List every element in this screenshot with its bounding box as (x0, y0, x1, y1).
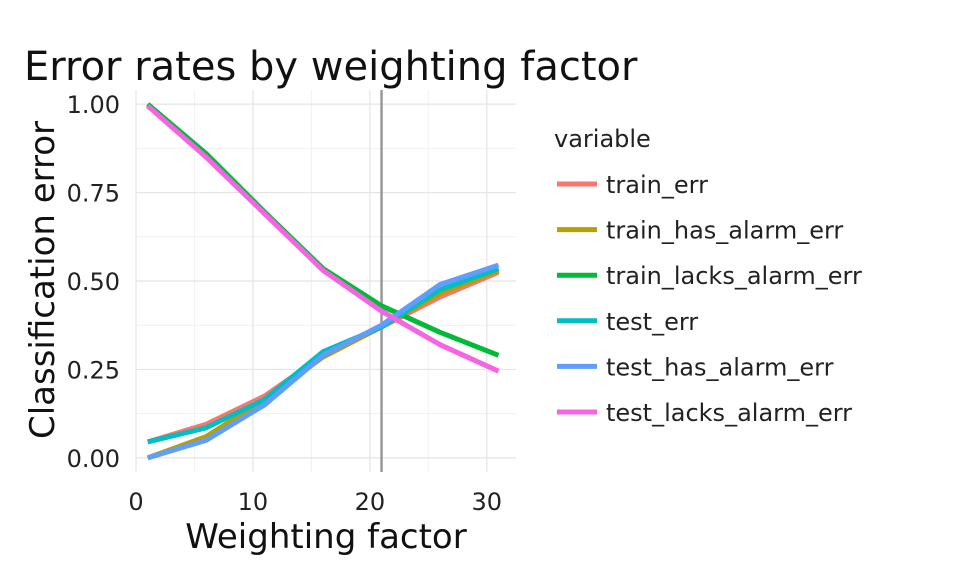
x-axis-ticks: 0 10 20 30 (128, 488, 502, 516)
x-tick-label: 0 (128, 488, 143, 516)
y-tick-label: 0.50 (67, 268, 120, 296)
chart-title: Error rates by weighting factor (24, 44, 638, 90)
series-line-test-lacks-alarm-err (146, 104, 500, 374)
legend-title: variable (554, 125, 651, 153)
legend-label-test-lacks-alarm-err: test_lacks_alarm_err (606, 399, 852, 427)
legend-items: train_err train_has_alarm_err train_lacks_… (557, 171, 862, 427)
x-tick-label: 20 (355, 488, 386, 516)
x-tick-label: 10 (238, 488, 269, 516)
legend-label-train-has-alarm-err: train_has_alarm_err (606, 217, 843, 245)
y-tick-label: 0.25 (67, 356, 120, 384)
series-line-test-err (147, 266, 500, 445)
y-tick-label: 0.75 (67, 180, 120, 208)
legend-label-train-lacks-alarm-err: train_lacks_alarm_err (606, 262, 862, 290)
y-axis-ticks: 0.00 0.25 0.50 0.75 1.00 (67, 91, 120, 473)
x-axis-label: Weighting factor (185, 517, 466, 557)
y-axis-label: Classification error (23, 121, 63, 439)
series-line-test-has-alarm-err (146, 262, 500, 461)
legend-label-test-has-alarm-err: test_has_alarm_err (606, 353, 834, 381)
y-tick-label: 0.00 (67, 445, 120, 473)
legend-label-train-err: train_err (606, 171, 708, 199)
legend-label-test-err: test_err (606, 308, 698, 336)
series-layer (146, 102, 500, 461)
legend: variable train_errtrain_has_alarm_errtra… (554, 125, 862, 427)
y-tick-label: 1.00 (67, 91, 120, 119)
series-line-train-lacks-alarm-err (146, 102, 500, 358)
x-tick-label: 30 (471, 488, 502, 516)
